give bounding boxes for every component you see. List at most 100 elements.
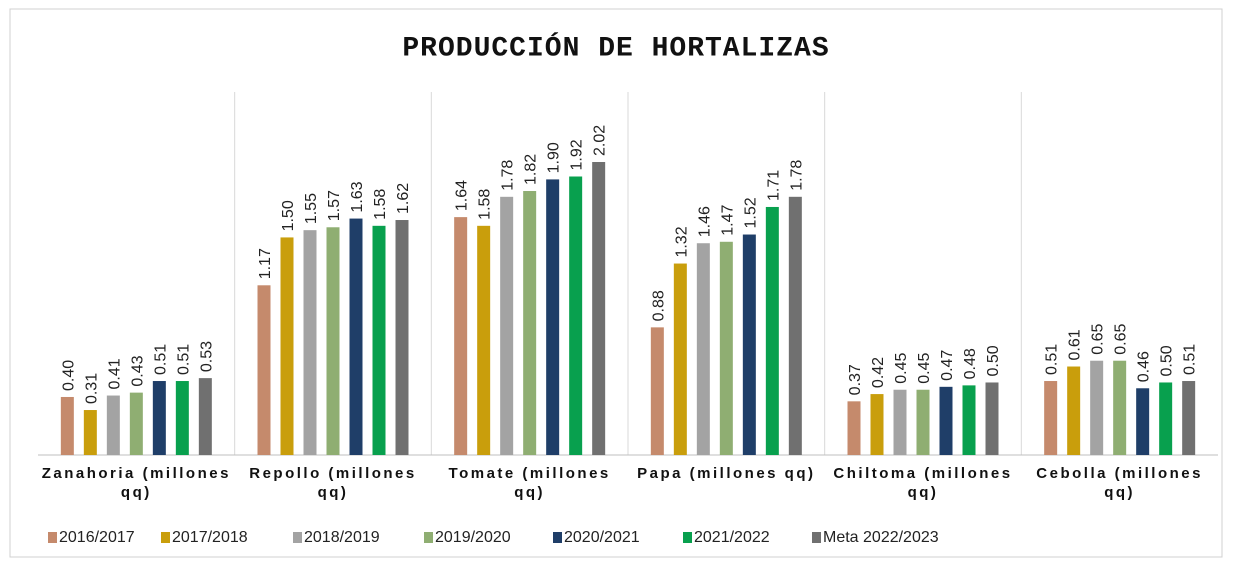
data-label: 1.17 [257,248,274,279]
bar [303,230,317,455]
bar [893,389,907,455]
data-label: 1.50 [280,200,297,231]
x-tick-label: Zanahoria (millones qq) [41,465,231,501]
data-label: 1.58 [477,189,494,220]
data-label: 1.52 [742,197,759,228]
data-label: 0.42 [870,357,887,388]
data-label: 1.71 [765,170,782,201]
legend-label: 2017/2018 [172,529,248,546]
data-label: 1.47 [719,205,736,236]
data-label: 1.90 [546,142,563,173]
legend-label: 2021/2022 [694,529,770,546]
bar [175,381,189,455]
bar [696,243,710,455]
data-label: 1.62 [395,183,412,214]
legend-swatch [812,532,821,543]
data-label: 1.63 [349,181,366,212]
data-label: 0.31 [83,373,100,404]
bar [939,386,953,455]
legend-swatch [48,532,57,543]
bar [650,327,664,455]
bar [106,395,120,455]
x-tick-label: Cebolla (millones qq) [1036,465,1203,501]
bar [280,237,294,455]
data-label: 0.47 [939,350,956,381]
data-label: 1.32 [673,226,690,257]
x-tick-label: Tomate (millones qq) [448,465,611,501]
legend-label: 2019/2020 [435,529,511,546]
bar [1090,360,1104,455]
data-label: 0.51 [152,344,169,375]
data-label: 1.57 [326,190,343,221]
bar [500,196,514,455]
bar [1182,381,1196,455]
bar [962,385,976,455]
data-label: 0.45 [893,352,910,383]
data-label: 0.65 [1113,323,1130,354]
x-tick-label: Papa (millones qq) [637,465,816,482]
data-label: 0.50 [1159,345,1176,376]
legend-swatch [553,532,562,543]
data-label: 0.46 [1136,351,1153,382]
bar [477,225,491,455]
bar [1136,388,1150,455]
bar [523,191,537,456]
legend-label: 2016/2017 [59,529,135,546]
data-label: 0.40 [60,360,77,391]
chart-title: PRODUCCIÓN DE HORTALIZAS [402,31,829,64]
legend-swatch [683,532,692,543]
bar [60,396,74,455]
data-label: 0.37 [847,364,864,395]
data-label: 1.46 [696,206,713,237]
bar [985,382,999,455]
bar [349,218,363,455]
bar [129,392,143,455]
bar [198,378,212,455]
data-label: 1.64 [454,180,471,211]
data-label: 0.51 [1182,344,1199,375]
bar [870,394,884,455]
bar [742,234,756,455]
data-label: 0.61 [1067,329,1084,360]
x-tick-label: Chiltoma (millones qq) [833,465,1013,501]
data-label: 1.82 [523,154,540,185]
data-label: 0.50 [985,345,1002,376]
bar [847,401,861,455]
data-label: 0.51 [1044,344,1061,375]
legend-label: Meta 2022/2023 [823,529,939,546]
bar [673,263,687,455]
legend-swatch [293,532,302,543]
data-label: 1.92 [569,139,586,170]
bar [257,285,271,455]
bar [1044,381,1058,455]
bar [83,410,97,455]
bar [152,381,166,455]
bar [326,227,340,455]
data-label: 1.78 [788,160,805,191]
bar [454,217,468,455]
bar [546,179,560,455]
data-label: 2.02 [592,125,609,156]
data-label: 0.45 [916,352,933,383]
legend-label: 2020/2021 [564,529,640,546]
bar [395,220,409,455]
data-label: 0.51 [175,344,192,375]
bar [1113,360,1127,455]
bar [788,196,802,455]
data-label: 1.55 [303,193,320,224]
data-label: 1.58 [372,189,389,220]
data-label: 0.65 [1090,323,1107,354]
legend-swatch [424,532,433,543]
data-label: 0.48 [962,348,979,379]
legend-label: 2018/2019 [304,529,380,546]
bar [1159,382,1173,455]
x-tick-label: Repollo (millones qq) [249,465,417,501]
bar [1067,366,1081,455]
data-label: 0.88 [650,290,667,321]
bar [916,389,930,455]
data-label: 0.43 [129,355,146,386]
data-label: 0.53 [198,341,215,372]
legend-swatch [161,532,170,543]
